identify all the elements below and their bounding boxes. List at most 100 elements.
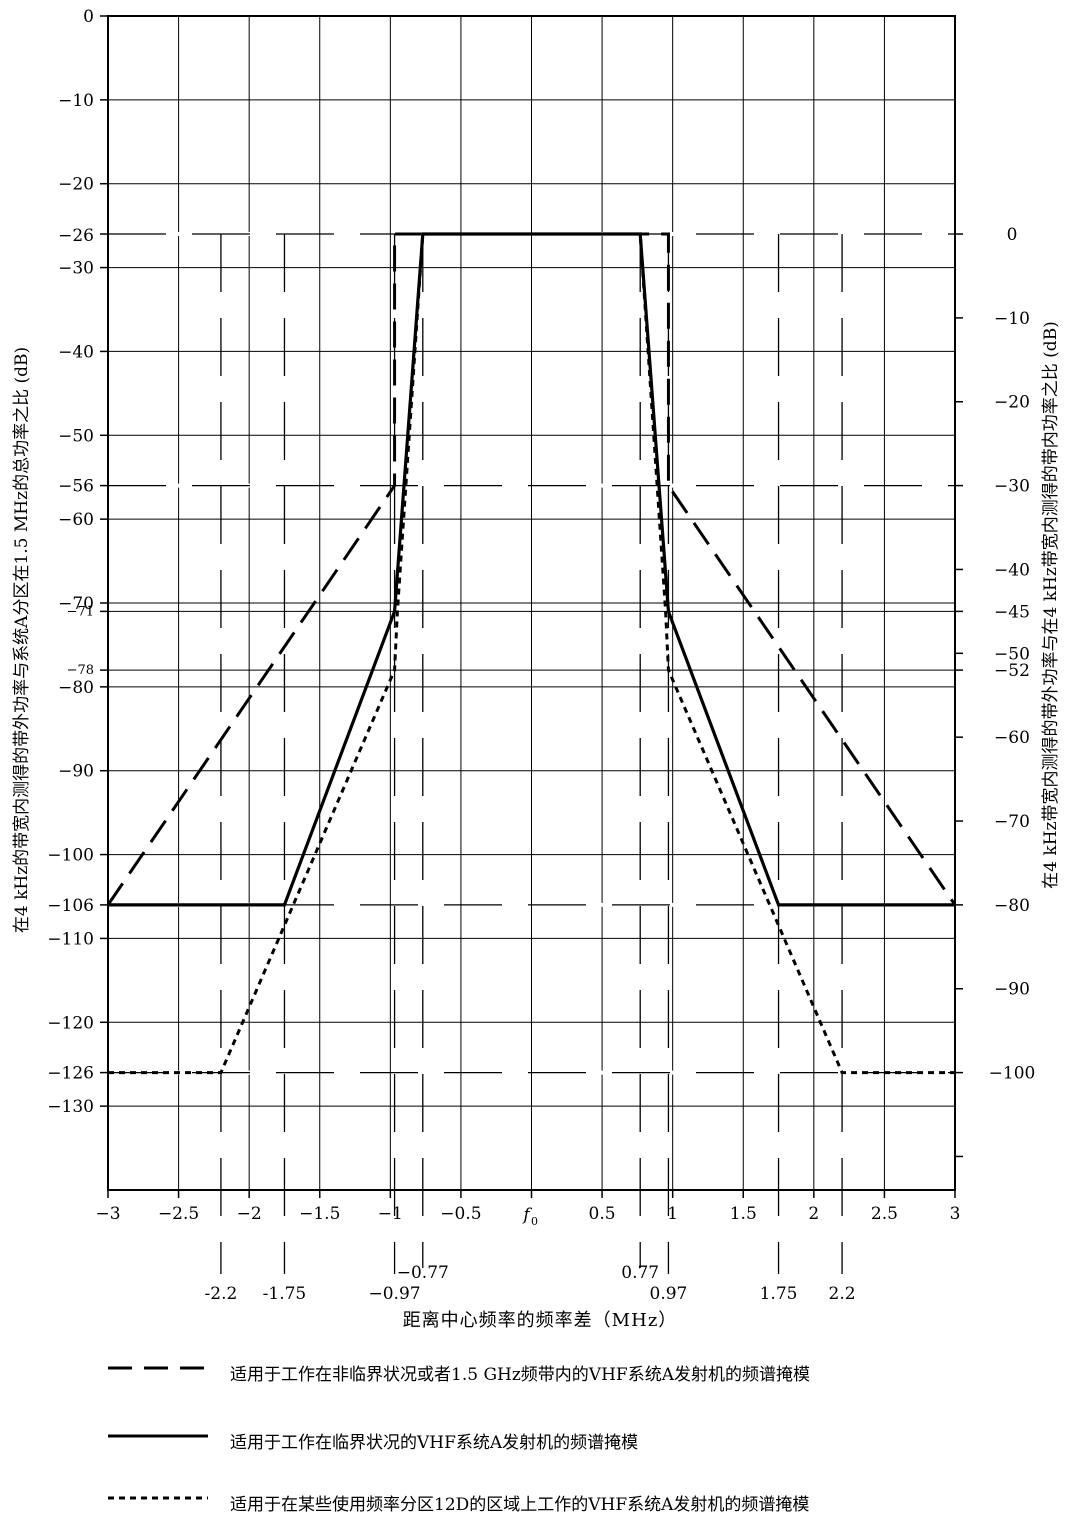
ref-gap — [662, 902, 688, 907]
y-tick-label-left: −90 — [58, 762, 94, 782]
ref-gap — [662, 232, 688, 237]
ref-gap — [242, 232, 268, 237]
ref-gap — [578, 902, 604, 907]
x-tick-label: 3 — [950, 1204, 961, 1224]
legend-label-long-dash: 适用于工作在非临界状况或者1.5 GHz频带内的VHF系统A发射机的频谱掩模 — [230, 1365, 810, 1385]
y-tick-label-left: −30 — [58, 259, 94, 279]
x-marker-label: −0.97 — [369, 1284, 421, 1304]
y-tick-label-right: −50 — [994, 644, 1030, 664]
ref-gap — [578, 483, 604, 488]
y-tick-label-left: −80 — [58, 678, 94, 698]
legend-item-dotted: 适用于在某些使用频率分区12D的区域上工作的VHF系统A发射机的频谱掩模 — [108, 1482, 1008, 1522]
legend-long-dash-swatch — [108, 1366, 208, 1370]
y-tick-label-right: −80 — [994, 896, 1030, 916]
legend-label-dotted: 适用于在某些使用频率分区12D的区域上工作的VHF系统A发射机的频谱掩模 — [230, 1495, 810, 1515]
x-tick-label: −0.5 — [440, 1204, 481, 1224]
y-tick-label-left: −20 — [58, 175, 94, 195]
y-tick-label-left: −56 — [58, 477, 94, 497]
y-axis-title-right: 在4 kHz带宽内测得的带外功率与在4 kHz带宽内测得的带内功率之比 (dB) — [1041, 321, 1061, 889]
y-tick-label-left: −110 — [47, 929, 94, 949]
x-tick-label: −2 — [237, 1204, 262, 1224]
ref-gap — [914, 1070, 940, 1075]
y-tick-label-left: −78 — [67, 663, 94, 678]
y-tick-label-left: −120 — [47, 1013, 94, 1033]
y-tick-label-left: −70 — [58, 594, 94, 614]
y-tick-label-right: −60 — [994, 728, 1030, 748]
y-tick-label-left: −60 — [58, 510, 94, 530]
y-tick-label-right: −70 — [994, 812, 1030, 832]
y-tick-label-left: −40 — [58, 342, 94, 362]
ref-gap — [410, 483, 436, 488]
ref-gap — [746, 483, 772, 488]
ref-gap — [158, 232, 184, 237]
ref-gap — [746, 902, 772, 907]
x-tick-label: −1.5 — [299, 1204, 340, 1224]
ref-gap — [830, 232, 856, 237]
ref-gap — [242, 1070, 268, 1075]
x-tick-label: −1 — [378, 1204, 403, 1224]
y-tick-label-right: −90 — [994, 980, 1030, 1000]
ref-gap — [830, 483, 856, 488]
y-tick-label-right: −40 — [994, 560, 1030, 580]
ref-gap — [410, 1070, 436, 1075]
legend-label-solid: 适用于工作在临界状况的VHF系统A发射机的频谱掩模 — [230, 1433, 639, 1453]
ref-gap — [242, 483, 268, 488]
ref-gap — [914, 483, 940, 488]
x-tick-label: −3 — [95, 1204, 120, 1224]
x-axis-title: 距离中心频率的频率差（MHz） — [403, 1310, 678, 1331]
x-tick-label: 1.5 — [730, 1204, 757, 1224]
ref-gap — [326, 232, 352, 237]
ref-gap — [662, 483, 688, 488]
ref-gap — [494, 902, 520, 907]
ref-gap — [326, 483, 352, 488]
x-marker-label: 1.75 — [760, 1284, 798, 1304]
x-tick-label: 0.5 — [589, 1204, 616, 1224]
series-lines — [106, 232, 957, 1075]
legend-item-long-dash: 适用于工作在非临界状况或者1.5 GHz频带内的VHF系统A发射机的频谱掩模 — [108, 1352, 1008, 1392]
x-tick-label: f — [521, 1205, 532, 1225]
ref-gap — [578, 1070, 604, 1075]
series-line-dotted — [108, 232, 955, 1075]
x-marker-label: -2.2 — [205, 1284, 238, 1304]
tick-labels: −3 −2.5 −2 −1.5 −1 −0.5 f 0 0.5 1 1.5 2 2.5 3-2.2 -1.7… — [47, 7, 1035, 1304]
y-tick-label-right: −10 — [994, 309, 1030, 329]
ref-gap — [746, 232, 772, 237]
y-tick-label-left: −50 — [58, 426, 94, 446]
y-tick-label-left: −126 — [47, 1064, 94, 1084]
x-marker-label: −0.77 — [397, 1263, 449, 1283]
x-marker-label: -1.75 — [263, 1284, 307, 1304]
y-tick-label-right: 0 — [1007, 225, 1018, 245]
x-tick-label: −2.5 — [158, 1204, 199, 1224]
grid-lines — [108, 16, 955, 1190]
axis-ticks — [100, 15, 963, 1198]
ref-gap — [326, 902, 352, 907]
ref-gap — [662, 1070, 688, 1075]
y-tick-label-left: 0 — [83, 7, 94, 27]
y-tick-label-left: −106 — [47, 896, 94, 916]
x-marker-label: 0.97 — [650, 1284, 688, 1304]
x-marker-label: 0.77 — [621, 1263, 659, 1283]
y-tick-label-right: −30 — [994, 477, 1030, 497]
ref-gap — [410, 902, 436, 907]
y-axis-title-left: 在4 kHz的带宽内测得的带外功率与系统A分区在1.5 MHz的总功率之比 (d… — [12, 347, 32, 933]
legend-item-solid: 适用于工作在临界状况的VHF系统A发射机的频谱掩模 — [108, 1420, 1008, 1460]
x-tick-label: 2.5 — [871, 1204, 898, 1224]
ref-gap — [494, 1070, 520, 1075]
y-tick-label-left: −130 — [47, 1097, 94, 1117]
y-tick-label-left: −10 — [58, 91, 94, 111]
x-tick-label: 1 — [667, 1204, 678, 1224]
y-tick-label-left: −26 — [58, 226, 94, 246]
series-line-solid — [108, 232, 955, 907]
ref-gap — [158, 1070, 184, 1075]
y-tick-label-right: −100 — [989, 1064, 1036, 1084]
ref-gap — [158, 483, 184, 488]
x-marker-label: 2.2 — [829, 1284, 856, 1304]
x-tick-label-subscript: 0 — [531, 1215, 538, 1228]
y-tick-label-right: −45 — [994, 602, 1030, 622]
y-tick-label-right: −52 — [994, 661, 1030, 681]
x-tick-label: 2 — [808, 1204, 819, 1224]
legend-dotted-swatch — [108, 1496, 208, 1500]
ref-gap — [326, 1070, 352, 1075]
y-tick-label-left: −71 — [67, 604, 94, 619]
